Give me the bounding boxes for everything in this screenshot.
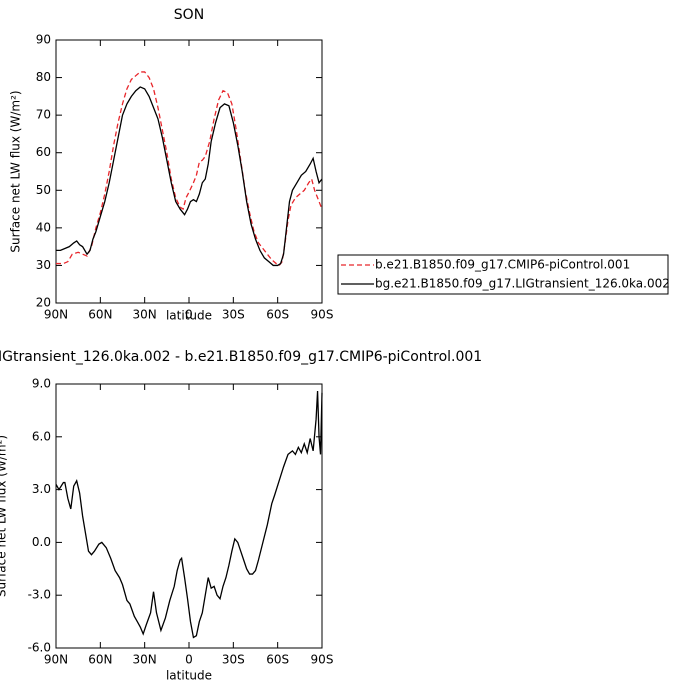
x-tick-label: 60S bbox=[266, 308, 289, 322]
x-axis-label: latitude bbox=[166, 309, 212, 323]
x-tick-label: 0 bbox=[185, 308, 193, 322]
x-tick-label: 30N bbox=[133, 308, 157, 322]
y-tick-label: 90 bbox=[36, 33, 51, 47]
data-line bbox=[55, 391, 323, 639]
y-axis-label: Surface net LW flux (W/m²) bbox=[9, 90, 23, 252]
series-line bbox=[56, 86, 323, 267]
y-tick-label: 6.0 bbox=[32, 429, 51, 443]
legend-box bbox=[337, 254, 669, 295]
y-tick-label: 0.0 bbox=[32, 535, 51, 549]
x-tick-label: 90N bbox=[44, 653, 68, 667]
x-tick-label: 60N bbox=[88, 653, 112, 667]
x-axis-label: latitude bbox=[166, 669, 212, 683]
x-tick-label: 30S bbox=[222, 653, 245, 667]
y-tick-label: 30 bbox=[36, 258, 51, 272]
x-tick-label: 60S bbox=[266, 653, 289, 667]
y-tick-label: 40 bbox=[36, 220, 51, 234]
x-tick-label: 60N bbox=[88, 308, 112, 322]
x-tick-label: 0 bbox=[185, 653, 193, 667]
x-tick-label: 90N bbox=[44, 308, 68, 322]
y-tick-label: 3.0 bbox=[32, 482, 51, 496]
y-tick-label: 9.0 bbox=[32, 377, 51, 391]
chart-title: IGtransient_126.0ka.002 - b.e21.B1850.f0… bbox=[0, 349, 482, 365]
y-tick-label: 80 bbox=[36, 70, 51, 84]
y-tick-label: 20 bbox=[36, 296, 51, 310]
legend-label: b.e21.B1850.f09_g17.CMIP6-piControl.001 bbox=[375, 258, 630, 272]
y-tick-label: 70 bbox=[36, 108, 51, 122]
x-tick-label: 90S bbox=[311, 308, 334, 322]
x-tick-label: 90S bbox=[311, 653, 334, 667]
x-tick-label: 30S bbox=[222, 308, 245, 322]
y-axis-label: Surface net LW flux (W/m²) bbox=[0, 435, 9, 597]
y-tick-label: -3.0 bbox=[28, 588, 51, 602]
plot-frame bbox=[55, 39, 323, 304]
y-tick-label: 60 bbox=[36, 145, 51, 159]
x-tick-label: 30N bbox=[133, 653, 157, 667]
y-tick-label: 50 bbox=[36, 183, 51, 197]
legend-label: bg.e21.B1850.f09_g17.LIGtransient_126.0k… bbox=[375, 277, 670, 291]
y-tick-label: -6.0 bbox=[28, 641, 51, 655]
series-line bbox=[56, 71, 323, 267]
chart-title: SON bbox=[174, 7, 204, 23]
